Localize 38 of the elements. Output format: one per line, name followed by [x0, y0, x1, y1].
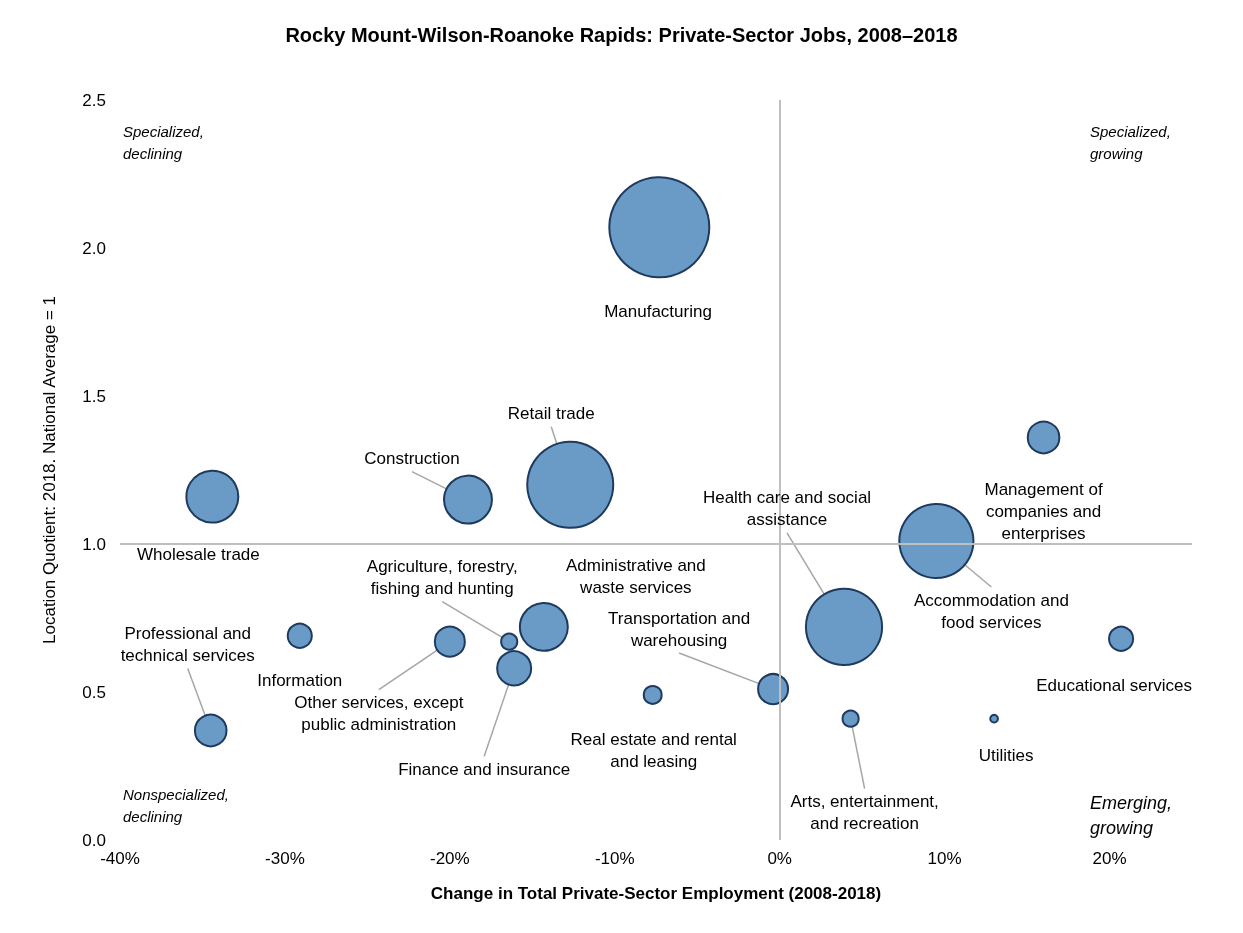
- annotation: Professional and technical services: [120, 623, 255, 665]
- x-tick-label: -40%: [100, 849, 140, 868]
- annotation: Accommodation and food services: [913, 590, 1069, 632]
- annotation: Nonspecialized, declining: [123, 785, 229, 825]
- x-axis-title: Change in Total Private-Sector Employment (2008-2018): [430, 884, 882, 903]
- x-tick-label: 20%: [1092, 849, 1127, 868]
- annotation: Other services, except public administration: [294, 693, 464, 735]
- annotation: Health care and social assistance: [702, 488, 872, 530]
- annotation: Retail trade: [507, 404, 595, 424]
- y-tick-label: 2.5: [82, 90, 106, 110]
- y-tick-label: 0.0: [82, 830, 106, 850]
- x-tick-label: 0%: [767, 849, 792, 868]
- annotation: Construction: [364, 449, 460, 469]
- y-axis-title: Location Quotient: 2018. National Average = 1: [40, 296, 59, 644]
- annotation: Emerging, growing: [1090, 792, 1173, 838]
- x-tick-label: -30%: [265, 849, 305, 868]
- annotation: Specialized, declining: [123, 122, 204, 162]
- chart-title: Rocky Mount-Wilson-Roanoke Rapids: Private-Sector Jobs, 2008–2018: [285, 24, 958, 46]
- annotation: Real estate and rental and leasing: [570, 730, 737, 772]
- annotation: Finance and insurance: [398, 759, 571, 779]
- y-tick-label: 2.0: [82, 238, 106, 258]
- x-tick-label: -20%: [430, 849, 470, 868]
- annotation: Agriculture, forestry, fishing and hunting: [366, 557, 518, 599]
- annotation: Manufacturing: [604, 301, 712, 321]
- annotation: Arts, entertainment, and recreation: [790, 792, 939, 834]
- annotation: Transportation and warehousing: [608, 608, 751, 650]
- annotation: Specialized, growing: [1090, 122, 1171, 162]
- y-tick-label: 0.5: [82, 682, 106, 702]
- annotation: Wholesale trade: [136, 545, 260, 565]
- annotation: Information: [257, 671, 343, 691]
- annotation: Utilities: [978, 746, 1034, 766]
- annotation: Educational services: [1036, 676, 1193, 696]
- x-tick-label: 10%: [927, 849, 962, 868]
- annotation: Administrative and waste services: [565, 556, 706, 598]
- x-tick-label: -10%: [594, 849, 635, 868]
- y-tick-label: 1.5: [82, 386, 106, 406]
- annotation: Management of companies and enterprises: [984, 479, 1103, 543]
- y-tick-label: 1.0: [82, 534, 106, 554]
